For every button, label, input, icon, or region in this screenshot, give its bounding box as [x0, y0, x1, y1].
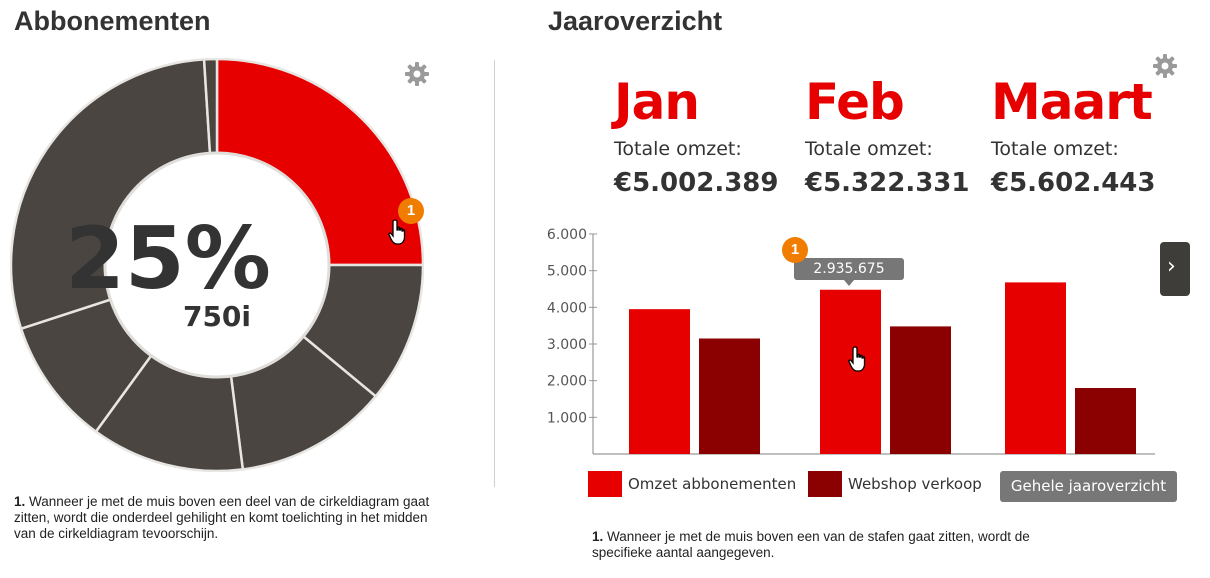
month-label: Totale omzet:: [805, 138, 933, 160]
legend-label: Webshop verkoop: [848, 475, 982, 493]
month-value: €5.322.331: [805, 168, 970, 198]
month-value: €5.602.443: [991, 168, 1156, 198]
donut-chart[interactable]: 25% 750i: [10, 58, 424, 472]
annotation-badge: 1: [782, 237, 808, 263]
bar-jan-abbonementen[interactable]: [629, 309, 690, 454]
panel-divider: [494, 60, 495, 487]
donut-center-percent: 25%: [65, 209, 271, 309]
note-number: 1.: [14, 494, 26, 509]
donut-hole: [103, 151, 331, 379]
abbonementen-title: Abbonementen: [14, 6, 211, 36]
hand-pointer-icon: [388, 219, 406, 245]
bar-chart: 1.000 2.000 3.000 4.000 5.000 6.000: [547, 227, 1155, 455]
month-name: Jan: [614, 73, 700, 131]
month-summary-jan: Jan Totale omzet: €5.002.389: [614, 72, 778, 198]
legend-swatch: [808, 471, 842, 497]
note-text: Wanneer je met de muis boven een van de …: [592, 529, 1030, 560]
note-text: Wanneer je met de muis boven een deel va…: [14, 494, 430, 541]
legend-swatch: [588, 471, 622, 497]
donut-explanation-note: 1. Wanneer je met de muis boven een deel…: [14, 494, 434, 542]
legend-item-webshop: Webshop verkoop: [808, 470, 982, 498]
gear-icon[interactable]: [404, 61, 430, 87]
month-label: Totale omzet:: [614, 138, 742, 160]
month-name: Feb: [805, 73, 905, 131]
annotation-badge: 1: [398, 198, 424, 224]
y-tick-label: 2.000: [547, 374, 587, 390]
bar-maart-webshop[interactable]: [1075, 388, 1136, 454]
y-tick-label: 5.000: [547, 264, 587, 280]
bar-maart-abbonementen[interactable]: [1005, 282, 1066, 454]
bar-jan-webshop[interactable]: [699, 338, 760, 455]
hand-pointer-icon: [848, 346, 866, 372]
bar-explanation-note: 1. Wanneer je met de muis boven een van …: [592, 529, 1032, 561]
bar-tooltip: 2.935.675: [794, 258, 904, 286]
bar-feb-webshop[interactable]: [890, 326, 951, 454]
legend-item-abbonementen: Omzet abbonementen: [588, 470, 796, 498]
y-tick-label: 3.000: [547, 337, 587, 353]
month-value: €5.002.389: [614, 168, 779, 198]
next-period-button[interactable]: ›: [1160, 242, 1190, 296]
note-number: 1.: [592, 529, 604, 544]
gear-icon[interactable]: [1152, 53, 1178, 79]
month-summary-maart: Maart Totale omzet: €5.602.443: [991, 72, 1155, 198]
month-label: Totale omzet:: [991, 138, 1119, 160]
legend-label: Omzet abbonementen: [628, 475, 797, 493]
y-tick-label: 1.000: [547, 410, 587, 426]
donut-center-count: 750i: [183, 300, 251, 333]
jaaroverzicht-title: Jaaroverzicht: [548, 6, 723, 36]
chevron-right-icon: ›: [1167, 254, 1176, 279]
month-name: Maart: [991, 73, 1153, 131]
yearly-overview-button[interactable]: Gehele jaaroverzicht: [1000, 471, 1177, 502]
bar-feb-abbonementen[interactable]: [820, 289, 881, 454]
y-tick-label: 4.000: [547, 300, 587, 316]
month-summary-feb: Feb Totale omzet: €5.322.331: [805, 72, 969, 198]
y-tick-label: 6.000: [547, 227, 587, 243]
